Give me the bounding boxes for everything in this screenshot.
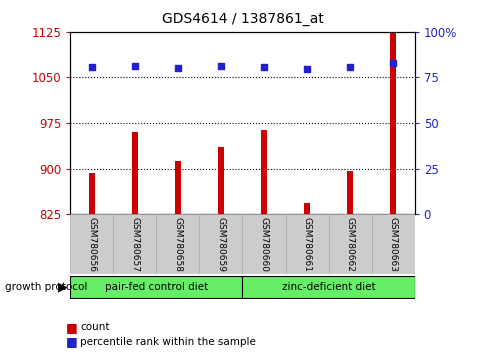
Text: ▶: ▶ <box>58 280 68 293</box>
Bar <box>242 214 285 274</box>
Text: GSM780663: GSM780663 <box>388 217 397 272</box>
Bar <box>131 132 138 214</box>
Bar <box>174 161 181 214</box>
Point <box>131 64 138 69</box>
Text: GDS4614 / 1387861_at: GDS4614 / 1387861_at <box>161 12 323 27</box>
Text: GSM780658: GSM780658 <box>173 217 182 272</box>
Text: ■: ■ <box>65 321 77 334</box>
Text: GSM780660: GSM780660 <box>259 217 268 272</box>
Bar <box>371 214 414 274</box>
Point <box>259 64 267 70</box>
Bar <box>285 214 328 274</box>
Bar <box>156 214 199 274</box>
Bar <box>328 214 371 274</box>
Point <box>88 64 95 70</box>
Text: pair-fed control diet: pair-fed control diet <box>105 282 208 292</box>
Bar <box>346 171 353 214</box>
Text: GSM780662: GSM780662 <box>345 217 354 272</box>
Text: percentile rank within the sample: percentile rank within the sample <box>80 337 256 347</box>
Point <box>302 67 310 72</box>
Bar <box>242 275 414 298</box>
Bar <box>199 214 242 274</box>
Text: GSM780661: GSM780661 <box>302 217 311 272</box>
Bar <box>260 130 267 214</box>
Text: growth protocol: growth protocol <box>5 282 87 292</box>
Bar <box>389 32 395 214</box>
Bar <box>217 147 224 214</box>
Text: count: count <box>80 322 109 332</box>
Text: zinc-deficient diet: zinc-deficient diet <box>281 282 375 292</box>
Point <box>217 64 225 69</box>
Text: GSM780656: GSM780656 <box>87 217 96 272</box>
Bar <box>89 173 95 214</box>
Text: ■: ■ <box>65 335 77 348</box>
Point <box>346 64 353 70</box>
Bar <box>113 214 156 274</box>
Text: GSM780657: GSM780657 <box>130 217 139 272</box>
Bar <box>70 214 113 274</box>
Point <box>174 65 182 70</box>
Point <box>389 60 396 66</box>
Bar <box>303 203 310 214</box>
Text: GSM780659: GSM780659 <box>216 217 225 272</box>
Bar <box>70 275 242 298</box>
